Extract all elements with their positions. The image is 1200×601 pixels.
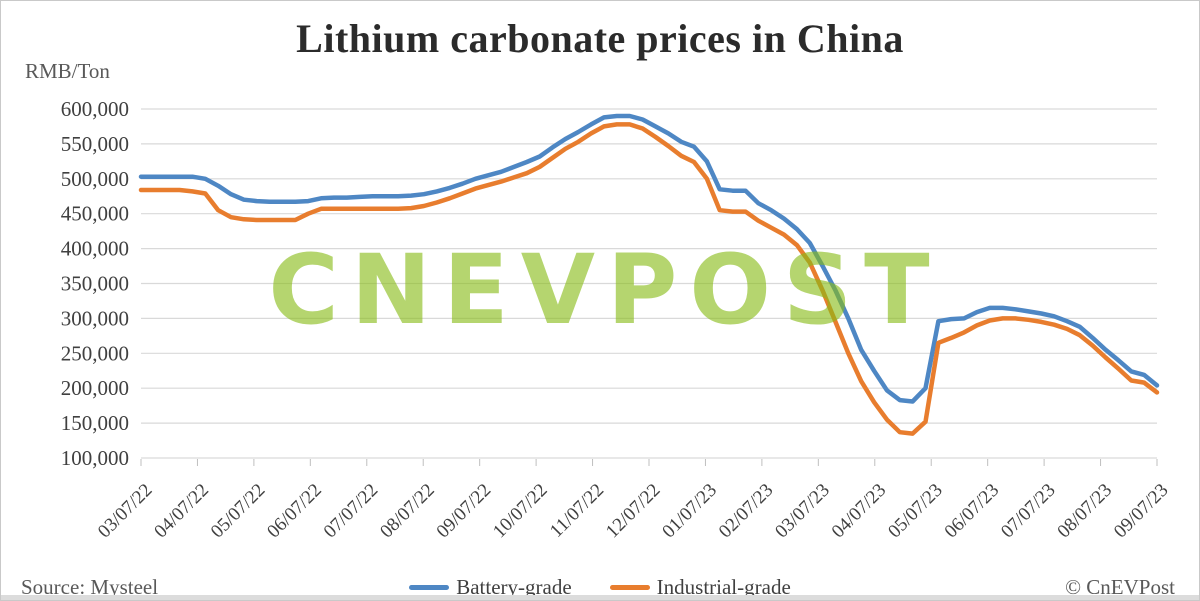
y-axis-unit-label: RMB/Ton (25, 59, 110, 83)
x-tick-label: 05/07/23 (884, 480, 947, 543)
x-tick-label: 02/07/23 (715, 480, 778, 543)
x-tick-label: 06/07/22 (263, 480, 326, 543)
y-tick-label: 250,000 (61, 341, 129, 365)
x-tick-label: 08/07/23 (1053, 480, 1116, 543)
y-tick-label: 450,000 (61, 202, 129, 226)
y-tick-label: 600,000 (61, 97, 129, 121)
battery-grade-swatch (409, 585, 450, 590)
price-chart: 600,000 550,000 500,000 450,000 400,000 350,0… (61, 97, 1173, 543)
chart-title: Lithium carbonate prices in China (296, 16, 904, 61)
y-tick-label: 300,000 (61, 306, 129, 330)
x-tick-label: 06/07/23 (941, 480, 1004, 543)
industrial-grade-swatch (609, 585, 650, 590)
x-tick-label: 01/07/23 (658, 480, 721, 543)
x-tick-label: 07/07/23 (997, 480, 1060, 543)
industrial-grade-line (138, 122, 1160, 436)
x-tick-label: 03/07/23 (771, 480, 834, 543)
x-tick-label: 12/07/22 (602, 480, 665, 543)
watermark: CNEVPOST (268, 234, 941, 346)
bottom-bar (1, 595, 1199, 600)
y-tick-label: 550,000 (61, 132, 129, 156)
y-tick-label: 150,000 (61, 411, 129, 435)
x-tick-label: 11/07/22 (546, 480, 608, 542)
y-tick-label: 350,000 (61, 272, 129, 296)
x-tick-label: 05/07/22 (207, 480, 270, 543)
x-tick-label: 09/07/23 (1110, 480, 1173, 543)
y-tick-label: 500,000 (61, 167, 129, 191)
x-tick-label: 04/07/22 (150, 480, 213, 543)
y-tick-label: 100,000 (61, 446, 129, 470)
chart-footer: Source: Mysteel Battery-grade Industrial… (1, 575, 1199, 599)
x-tick-label: 10/07/22 (489, 480, 552, 543)
x-tick-label: 03/07/22 (94, 480, 157, 543)
x-tick-label: 07/07/22 (320, 480, 383, 543)
y-tick-label: 400,000 (61, 237, 129, 261)
x-tick-label: 04/07/23 (828, 480, 891, 543)
x-tick-label: 09/07/22 (433, 480, 496, 543)
x-tick-label: 08/07/22 (376, 480, 439, 543)
battery-grade-line (138, 113, 1160, 404)
y-tick-label: 200,000 (61, 376, 129, 400)
